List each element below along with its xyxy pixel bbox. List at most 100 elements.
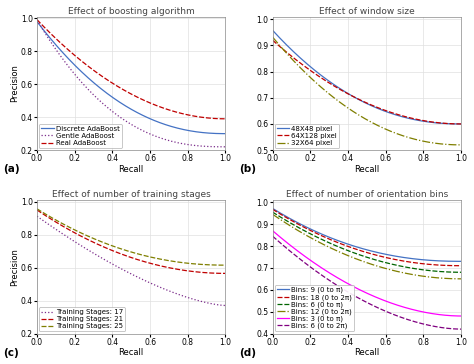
Title: Effect of boosting algorithm: Effect of boosting algorithm (68, 7, 195, 16)
X-axis label: Recall: Recall (354, 348, 380, 357)
Gentle AdaBoost (146, 131, 152, 136)
Text: (c): (c) (3, 348, 19, 357)
Gentle AdaBoost (146, 131, 151, 135)
Title: Effect of number of training stages: Effect of number of training stages (52, 190, 210, 199)
Line: Gentle AdaBoost: Gentle AdaBoost (37, 20, 226, 147)
Bins: 6 (0 to π): (0.595, 0.725): 6 (0 to π): (0.595, 0.725) (382, 260, 388, 265)
Bins: 9 (0 to π): (0.843, 0.734): 9 (0 to π): (0.843, 0.734) (428, 258, 434, 262)
Training Stages: 17: (0, 0.912): 17: (0, 0.912) (34, 214, 40, 218)
Training Stages: 17: (0.00334, 0.909): 17: (0.00334, 0.909) (35, 214, 40, 219)
Training Stages: 25: (1, 0.615): 25: (1, 0.615) (223, 263, 228, 267)
Title: Effect of number of orientation bins: Effect of number of orientation bins (286, 190, 448, 199)
32X64 pixel (381, 126, 387, 131)
Training Stages: 17: (0.906, 0.386): 17: (0.906, 0.386) (205, 301, 210, 305)
Bins: 9 (0 to π): (0, 0.972): 9 (0 to π): (0, 0.972) (270, 206, 275, 211)
Gentle AdaBoost (35, 19, 40, 23)
Bins: 18 (0 to 2π): (0, 0.968): 18 (0 to 2π): (0, 0.968) (270, 207, 275, 211)
Real AdaBoost (193, 114, 199, 119)
48X48 pixel (382, 109, 388, 113)
Line: Bins: 9 (0 to π): Bins: 9 (0 to π) (273, 209, 461, 261)
Bins: 3 (0 to π): (0.612, 0.545): 3 (0 to π): (0.612, 0.545) (385, 300, 391, 304)
Bins: 3 (0 to π): (1, 0.48): 3 (0 to π): (1, 0.48) (458, 314, 464, 318)
Discrete AdaBoost (35, 20, 40, 25)
Real AdaBoost (146, 100, 152, 105)
Bins: 12 (0 to 2π): (0.843, 0.657): 12 (0 to 2π): (0.843, 0.657) (428, 275, 434, 280)
Bins: 6 (0 to π): (1, 0.68): 6 (0 to π): (1, 0.68) (458, 270, 464, 274)
Training Stages: 21: (0.00334, 0.947): 21: (0.00334, 0.947) (35, 208, 40, 213)
Bins: 18 (0 to 2π): (0.906, 0.712): 18 (0 to 2π): (0.906, 0.712) (440, 263, 446, 268)
Legend: Training Stages: 17, Training Stages: 21, Training Stages: 25: Training Stages: 17, Training Stages: 21… (39, 307, 125, 331)
32X64 pixel (270, 35, 275, 39)
X-axis label: Recall: Recall (118, 165, 144, 174)
Bins: 6 (0 to 2π): (0.906, 0.426): 6 (0 to 2π): (0.906, 0.426) (440, 326, 446, 330)
48X48 pixel (458, 122, 464, 126)
Bins: 6 (0 to π): (0, 0.955): 6 (0 to π): (0, 0.955) (270, 210, 275, 214)
Y-axis label: Precision: Precision (10, 64, 19, 102)
Real AdaBoost (149, 102, 155, 106)
Text: (d): (d) (239, 348, 255, 357)
Bins: 12 (0 to 2π): (1, 0.65): 12 (0 to 2π): (1, 0.65) (458, 277, 464, 281)
Discrete AdaBoost (146, 116, 152, 120)
Legend: Discrete AdaBoost, Gentle AdaBoost, Real AdaBoost: Discrete AdaBoost, Gentle AdaBoost, Real… (39, 124, 122, 148)
Text: (a): (a) (3, 164, 20, 174)
32X64 pixel (440, 142, 446, 146)
64X128 pixel (270, 38, 275, 43)
Real AdaBoost (223, 116, 228, 121)
64X128 pixel (458, 122, 464, 126)
Training Stages: 17: (0.843, 0.404): 17: (0.843, 0.404) (193, 298, 199, 302)
Legend: 48X48 pixel, 64X128 pixel, 32X64 pixel: 48X48 pixel, 64X128 pixel, 32X64 pixel (275, 124, 339, 148)
Bins: 18 (0 to 2π): (0.612, 0.745): 18 (0 to 2π): (0.612, 0.745) (385, 256, 391, 260)
64X128 pixel (270, 39, 276, 43)
Line: Training Stages: 17: Training Stages: 17 (37, 216, 226, 305)
Gentle AdaBoost (223, 145, 228, 149)
Bins: 12 (0 to 2π): (0.592, 0.699): 12 (0 to 2π): (0.592, 0.699) (381, 266, 387, 270)
Line: Real AdaBoost: Real AdaBoost (37, 20, 226, 119)
32X64 pixel (428, 141, 434, 145)
Bins: 12 (0 to 2π): (0.612, 0.694): 12 (0 to 2π): (0.612, 0.694) (385, 267, 391, 271)
X-axis label: Recall: Recall (354, 165, 380, 174)
Bins: 6 (0 to 2π): (0.00334, 0.842): 6 (0 to 2π): (0.00334, 0.842) (270, 234, 276, 239)
Training Stages: 17: (0.592, 0.511): 17: (0.592, 0.511) (146, 280, 151, 284)
Line: 32X64 pixel: 32X64 pixel (273, 37, 461, 145)
Discrete AdaBoost (149, 118, 155, 122)
Bins: 18 (0 to 2π): (0.592, 0.749): 18 (0 to 2π): (0.592, 0.749) (381, 255, 387, 259)
Discrete AdaBoost (223, 131, 228, 136)
32X64 pixel (270, 36, 276, 40)
Bins: 12 (0 to 2π): (0.906, 0.653): 12 (0 to 2π): (0.906, 0.653) (440, 276, 446, 280)
48X48 pixel (428, 120, 434, 124)
Bins: 6 (0 to π): (0.612, 0.721): 6 (0 to π): (0.612, 0.721) (385, 261, 391, 265)
Bins: 3 (0 to π): (0.00334, 0.868): 3 (0 to π): (0.00334, 0.868) (270, 229, 276, 233)
Bins: 18 (0 to 2π): (0.00334, 0.966): 18 (0 to 2π): (0.00334, 0.966) (270, 207, 276, 212)
Gentle AdaBoost (205, 144, 210, 149)
Bins: 3 (0 to π): (0.906, 0.484): 3 (0 to π): (0.906, 0.484) (440, 313, 446, 317)
Bins: 18 (0 to 2π): (0.843, 0.715): 18 (0 to 2π): (0.843, 0.715) (428, 262, 434, 267)
Real AdaBoost (34, 17, 40, 22)
Training Stages: 25: (0.843, 0.622): 25: (0.843, 0.622) (193, 262, 199, 266)
Training Stages: 25: (0.595, 0.666): 25: (0.595, 0.666) (146, 254, 152, 259)
Line: 48X48 pixel: 48X48 pixel (273, 30, 461, 124)
Training Stages: 25: (0, 0.957): 25: (0, 0.957) (34, 207, 40, 211)
48X48 pixel (381, 109, 387, 113)
Training Stages: 21: (0, 0.95): 21: (0, 0.95) (34, 208, 40, 212)
32X64 pixel (385, 128, 391, 132)
Bins: 9 (0 to π): (0.592, 0.764): 9 (0 to π): (0.592, 0.764) (381, 252, 387, 256)
32X64 pixel (458, 143, 464, 147)
Training Stages: 25: (0.592, 0.667): 25: (0.592, 0.667) (146, 254, 151, 259)
Training Stages: 25: (0.612, 0.662): 25: (0.612, 0.662) (149, 255, 155, 260)
X-axis label: Recall: Recall (118, 348, 144, 357)
Line: Bins: 6 (0 to 2π): Bins: 6 (0 to 2π) (273, 236, 461, 329)
64X128 pixel (428, 120, 434, 124)
Training Stages: 21: (0.612, 0.623): 21: (0.612, 0.623) (149, 262, 155, 266)
Bins: 6 (0 to 2π): (0.595, 0.503): 6 (0 to 2π): (0.595, 0.503) (382, 309, 388, 313)
Gentle AdaBoost (149, 133, 155, 137)
Bins: 6 (0 to 2π): (0.843, 0.435): 6 (0 to 2π): (0.843, 0.435) (428, 324, 434, 328)
48X48 pixel (270, 29, 276, 33)
64X128 pixel (381, 108, 387, 112)
Gentle AdaBoost (193, 143, 199, 148)
48X48 pixel (270, 28, 275, 32)
Bins: 3 (0 to π): (0.843, 0.492): 3 (0 to π): (0.843, 0.492) (428, 311, 434, 316)
Bins: 9 (0 to π): (1, 0.73): 9 (0 to π): (1, 0.73) (458, 259, 464, 264)
Line: Discrete AdaBoost: Discrete AdaBoost (37, 22, 226, 134)
Discrete AdaBoost (205, 131, 210, 135)
Training Stages: 17: (0.595, 0.51): 17: (0.595, 0.51) (146, 280, 152, 285)
